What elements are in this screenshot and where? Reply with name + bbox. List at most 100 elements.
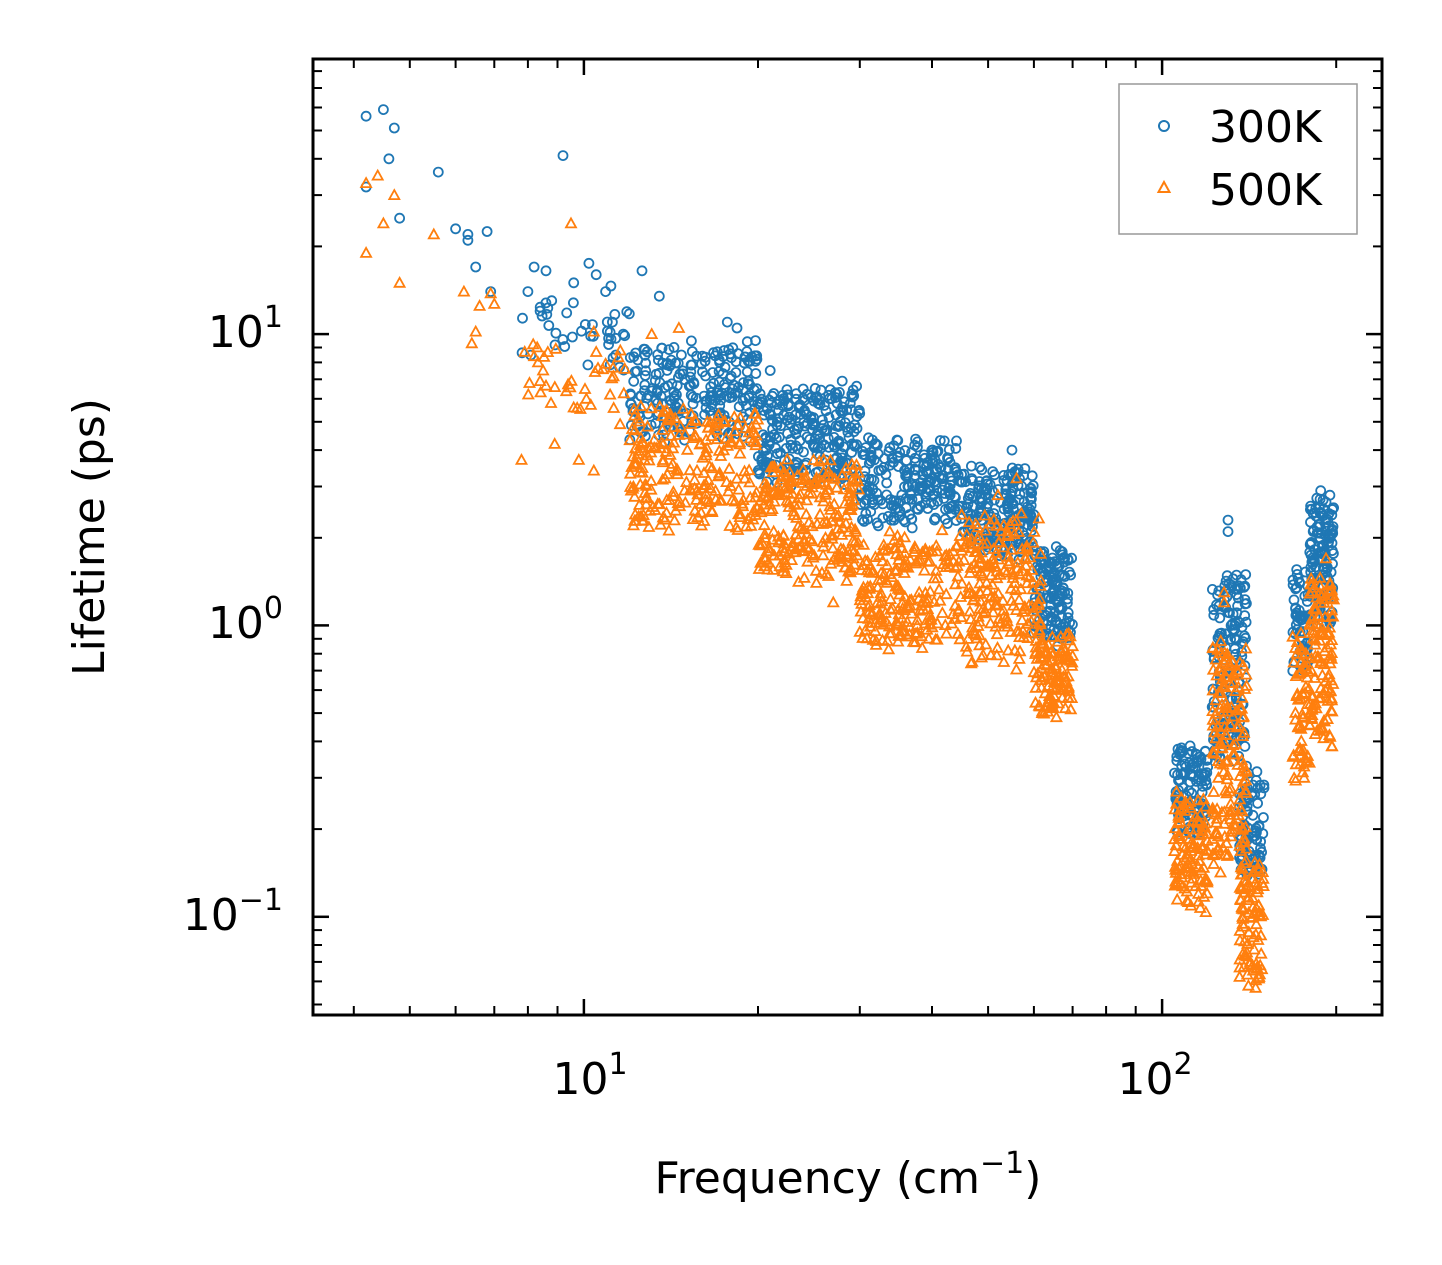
- point-500k-527: [789, 527, 803, 540]
- point-500k-1376: [1217, 655, 1231, 667]
- point-500k-1637: [1325, 739, 1339, 752]
- point-500k-1153: [1169, 838, 1183, 851]
- point-500k-76: [531, 355, 545, 368]
- point-500k-1209: [1175, 847, 1189, 860]
- point-500k-1037: [1065, 655, 1079, 668]
- point-500k-1442: [1246, 910, 1260, 922]
- point-500k-484: [766, 465, 780, 478]
- point-500k-764: [897, 566, 911, 578]
- point-300k-263: [744, 355, 756, 367]
- point-300k-0: [360, 110, 372, 122]
- point-500k-1429: [1240, 949, 1254, 962]
- point-300k-980: [1023, 506, 1035, 518]
- point-300k-25: [653, 290, 665, 302]
- point-300k-923: [958, 468, 970, 480]
- point-300k-52: [541, 308, 553, 320]
- point-500k-878: [957, 553, 971, 565]
- point-500k-1007: [1045, 630, 1059, 642]
- point-300k-981: [1001, 498, 1013, 510]
- point-300k-297: [699, 409, 710, 421]
- point-300k-292: [744, 379, 756, 391]
- point-500k-1551: [1311, 608, 1325, 621]
- point-300k-443: [834, 420, 845, 431]
- point-300k-1235: [1189, 762, 1201, 774]
- point-500k-301: [699, 478, 713, 490]
- point-500k-67: [539, 378, 553, 391]
- point-300k-313: [638, 343, 650, 355]
- data-points-layer: [359, 104, 1341, 993]
- point-500k-216: [673, 499, 687, 512]
- point-500k-717: [922, 631, 936, 644]
- point-500k-761: [855, 597, 869, 609]
- point-300k-1655: [1304, 539, 1316, 550]
- point-500k-81: [522, 376, 537, 388]
- point-500k-664: [946, 544, 960, 557]
- point-500k-1208: [1196, 842, 1210, 855]
- point-500k-285: [722, 461, 736, 474]
- point-500k-961: [990, 627, 1004, 640]
- point-300k-733: [910, 456, 921, 468]
- point-500k-1505: [1286, 629, 1300, 642]
- point-500k-1490: [1298, 751, 1312, 763]
- point-300k-8: [462, 228, 474, 240]
- point-500k-988: [1018, 552, 1033, 565]
- point-500k-1234: [1206, 713, 1220, 725]
- point-500k-530: [844, 485, 858, 498]
- point-300k-793: [888, 495, 900, 507]
- point-300k-12: [462, 234, 474, 246]
- point-500k-1167: [1195, 838, 1210, 851]
- point-500k-524: [767, 524, 781, 537]
- point-300k-547: [770, 442, 781, 454]
- point-500k-469: [816, 539, 830, 552]
- point-500k-788: [883, 602, 898, 615]
- point-500k-492: [821, 464, 835, 477]
- point-500k-1152: [1182, 831, 1197, 844]
- point-500k-1397: [1252, 857, 1266, 870]
- point-500k-941: [973, 555, 987, 568]
- point-300k-993: [998, 474, 1010, 486]
- point-500k-1173: [1200, 827, 1214, 839]
- point-300k-3: [383, 153, 395, 165]
- point-500k-547: [782, 495, 796, 508]
- point-300k-1364: [1211, 599, 1222, 611]
- point-500k-1248: [1237, 831, 1251, 844]
- point-500k-1365: [1236, 658, 1250, 671]
- point-500k-659: [950, 538, 964, 551]
- point-500k-1454: [1247, 942, 1261, 955]
- point-500k-298: [684, 483, 698, 496]
- point-500k-989: [1034, 547, 1048, 559]
- point-500k-481: [843, 480, 858, 493]
- point-500k-61: [526, 337, 540, 350]
- point-300k-190: [686, 359, 698, 371]
- point-500k-1360: [1231, 680, 1245, 693]
- point-500k-611: [915, 641, 929, 653]
- point-500k-89: [702, 459, 717, 472]
- point-500k-1633: [1313, 720, 1328, 733]
- point-300k-766: [925, 497, 937, 509]
- point-500k-892: [1014, 582, 1028, 595]
- point-500k-991: [1004, 593, 1019, 606]
- point-500k-1179: [1174, 790, 1188, 803]
- point-500k-516: [830, 480, 844, 493]
- point-500k-224: [731, 418, 745, 430]
- point-300k-26: [721, 316, 733, 328]
- point-500k-2: [376, 216, 390, 229]
- point-500k-1352: [1239, 667, 1253, 680]
- point-500k-14: [527, 349, 541, 362]
- point-500k-873: [990, 519, 1004, 531]
- point-500k-145: [705, 429, 719, 442]
- point-300k-74: [619, 330, 631, 342]
- point-300k-689: [858, 516, 870, 527]
- point-500k-270: [676, 401, 690, 414]
- point-500k-74: [570, 401, 584, 413]
- point-500k-555: [844, 503, 858, 515]
- point-300k-206: [628, 375, 640, 387]
- point-300k-529: [836, 375, 848, 387]
- point-500k-1351: [1206, 704, 1220, 716]
- point-500k-755: [895, 596, 909, 609]
- point-300k-519: [790, 459, 801, 471]
- point-500k-100: [723, 519, 737, 531]
- point-500k-1526: [1294, 734, 1308, 746]
- point-500k-1085: [1050, 634, 1065, 647]
- point-500k-748: [916, 602, 930, 615]
